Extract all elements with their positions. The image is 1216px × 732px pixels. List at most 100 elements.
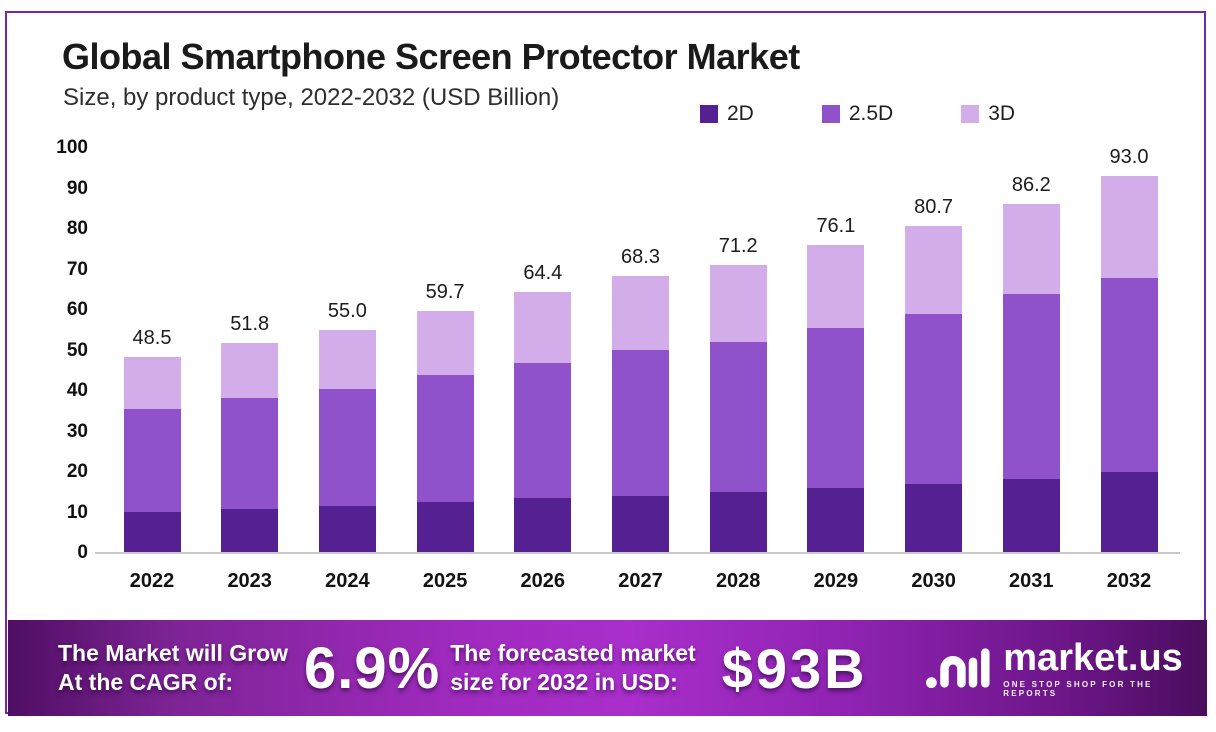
y-axis-label-30: 30 bbox=[66, 420, 88, 442]
bar-2024-segment-2.5D bbox=[318, 388, 376, 507]
cagr-caption-line1: The Market will Grow bbox=[58, 639, 289, 666]
bar-value-label-2032: 93.0 bbox=[1109, 146, 1149, 169]
forecast-caption-line1: The forecasted market bbox=[450, 639, 696, 666]
cagr-caption-line2: At the CAGR of: bbox=[58, 669, 234, 695]
bar-value-label-2024: 55.0 bbox=[327, 300, 367, 323]
bar-2031-segment-3D bbox=[1002, 203, 1060, 294]
legend-item-3D: 3D bbox=[961, 102, 1015, 126]
bar-2025 bbox=[416, 311, 474, 553]
bar-2031-segment-2D bbox=[1002, 478, 1060, 553]
y-axis-label-10: 10 bbox=[66, 501, 88, 523]
bar-2022 bbox=[123, 356, 181, 553]
bar-2030-segment-2.5D bbox=[905, 314, 963, 485]
legend-item-2.5D: 2.5D bbox=[821, 102, 894, 126]
brand-logo: market.us ONE STOP SHOP FOR THE REPORTS bbox=[925, 639, 1207, 698]
bar-2022-segment-3D bbox=[123, 356, 181, 410]
bar-2026-segment-3D bbox=[514, 292, 572, 363]
bar-2028-segment-2D bbox=[709, 492, 767, 553]
y-axis-label-70: 70 bbox=[66, 258, 88, 280]
x-axis-label-2023: 2023 bbox=[227, 570, 272, 592]
legend: 2D 2.5D 3D bbox=[700, 102, 1015, 126]
bar-2030-segment-2D bbox=[905, 484, 963, 553]
bar-2025-segment-2D bbox=[416, 502, 474, 553]
bar-value-label-2029: 76.1 bbox=[816, 214, 856, 237]
bar-2030 bbox=[905, 226, 963, 553]
legend-swatch-2.5D bbox=[821, 105, 840, 123]
forecast-caption: The forecasted market size for 2032 in U… bbox=[450, 639, 695, 698]
bar-2024-segment-3D bbox=[318, 330, 376, 389]
bar-2029-segment-2D bbox=[807, 488, 865, 553]
y-axis-label-80: 80 bbox=[66, 218, 88, 239]
x-axis-label-2028: 2028 bbox=[715, 570, 761, 592]
bar-2027 bbox=[612, 276, 669, 553]
bar-2032-segment-3D bbox=[1100, 176, 1158, 278]
legend-label-2.5D: 2.5D bbox=[848, 102, 894, 125]
footer-banner: The Market will Grow At the CAGR of: 6.9… bbox=[8, 620, 1207, 716]
legend-item-2D: 2D bbox=[700, 102, 754, 126]
y-axis-label-20: 20 bbox=[66, 461, 88, 482]
bar-2030-segment-3D bbox=[905, 226, 963, 315]
bar-2027-segment-2.5D bbox=[612, 350, 669, 497]
forecast-caption-line2: size for 2032 in USD: bbox=[450, 669, 678, 695]
bar-2026-segment-2.5D bbox=[514, 362, 572, 499]
chart-subtitle: Size, by product type, 2022-2032 (USD Bi… bbox=[63, 84, 560, 111]
bar-2029-segment-2.5D bbox=[807, 328, 865, 489]
bar-2028-segment-2.5D bbox=[709, 342, 767, 493]
bar-2029 bbox=[807, 244, 865, 553]
legend-swatch-2D bbox=[700, 105, 718, 123]
marketus-wave-icon bbox=[925, 648, 990, 689]
bar-2029-segment-3D bbox=[807, 244, 865, 329]
x-axis-label-2030: 2030 bbox=[911, 570, 956, 592]
bar-value-label-2026: 64.4 bbox=[523, 262, 563, 285]
bar-value-label-2022: 48.5 bbox=[132, 326, 172, 349]
y-axis-label-100: 100 bbox=[56, 137, 88, 158]
x-axis-label-2024: 2024 bbox=[325, 570, 370, 592]
bar-value-label-2027: 68.3 bbox=[621, 246, 660, 269]
bar-2023-segment-3D bbox=[221, 343, 279, 398]
bar-2032-segment-2.5D bbox=[1100, 277, 1158, 472]
chart-title: Global Smartphone Screen Protector Marke… bbox=[62, 36, 800, 77]
x-axis-label-2025: 2025 bbox=[422, 570, 468, 592]
bar-value-label-2028: 71.2 bbox=[718, 234, 758, 257]
bar-value-label-2023: 51.8 bbox=[230, 313, 270, 336]
x-axis-label-2026: 2026 bbox=[520, 570, 566, 592]
bar-2022-segment-2D bbox=[123, 512, 181, 553]
x-axis-label-2031: 2031 bbox=[1009, 570, 1054, 592]
y-axis-label-0: 0 bbox=[77, 542, 88, 563]
forecast-value: $93B bbox=[721, 636, 868, 700]
bar-2024-segment-2D bbox=[318, 506, 376, 553]
bar-value-label-2030: 80.7 bbox=[914, 196, 954, 219]
bar-2031 bbox=[1002, 203, 1060, 553]
bar-2022-segment-2.5D bbox=[123, 409, 181, 513]
bar-2024 bbox=[318, 330, 376, 553]
bar-2025-segment-3D bbox=[416, 311, 474, 375]
x-axis-label-2029: 2029 bbox=[813, 570, 859, 592]
x-axis-line bbox=[95, 552, 1180, 554]
bar-value-label-2025: 59.7 bbox=[425, 281, 465, 304]
bar-2032-segment-2D bbox=[1100, 471, 1158, 553]
bar-2023 bbox=[221, 343, 279, 553]
y-axis-label-50: 50 bbox=[66, 339, 88, 361]
cagr-value: 6.9% bbox=[304, 635, 441, 701]
y-axis-label-40: 40 bbox=[66, 380, 88, 401]
y-axis-label-90: 90 bbox=[66, 177, 88, 199]
y-axis-label-60: 60 bbox=[66, 299, 88, 320]
bar-2026-segment-2D bbox=[514, 498, 572, 553]
bar-2027-segment-2D bbox=[612, 496, 669, 553]
brand-text-block: market.us ONE STOP SHOP FOR THE REPORTS bbox=[1003, 639, 1207, 698]
bar-2023-segment-2D bbox=[221, 509, 279, 553]
bar-2028 bbox=[709, 264, 767, 553]
x-axis-label-2022: 2022 bbox=[129, 570, 175, 592]
brand-name: market.us bbox=[1003, 636, 1183, 679]
legend-label-3D: 3D bbox=[988, 102, 1016, 125]
legend-label-2D: 2D bbox=[727, 102, 754, 125]
bar-2025-segment-2.5D bbox=[416, 374, 474, 503]
bar-2023-segment-2.5D bbox=[221, 397, 279, 510]
bar-2026 bbox=[514, 292, 572, 553]
x-axis-label-2032: 2032 bbox=[1106, 570, 1152, 592]
bar-2031-segment-2.5D bbox=[1002, 293, 1060, 479]
bar-2028-segment-3D bbox=[709, 264, 767, 343]
x-axis-label-2027: 2027 bbox=[618, 570, 663, 592]
bar-2027-segment-3D bbox=[612, 276, 669, 351]
